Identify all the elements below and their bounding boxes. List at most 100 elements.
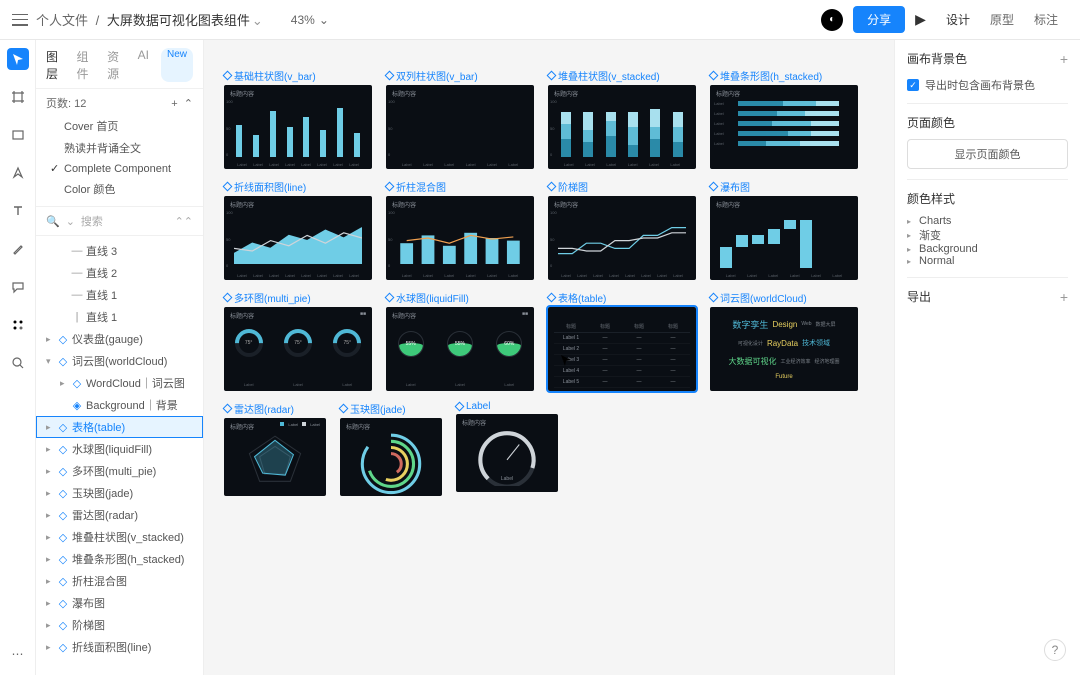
tree-item[interactable]: ▸◇堆叠条形图(h_stacked): [36, 548, 203, 570]
artboard-label[interactable]: 堆叠条形图(h_stacked): [710, 68, 858, 83]
tree-item[interactable]: ◈Background｜背景: [36, 394, 203, 416]
artboard-label[interactable]: 折柱混合图: [386, 179, 534, 194]
artboard[interactable]: 标题内容100500LabelLabelLabelLabelLabelLabel…: [224, 196, 372, 280]
tree-item[interactable]: ▸◇多环图(multi_pie): [36, 460, 203, 482]
page-item[interactable]: Color 颜色: [46, 178, 193, 200]
artboard[interactable]: 数字孪生DesignWeb数据大屏可视化设计RayData技术领域大数据可视化工…: [710, 307, 858, 391]
add-canvas-bg-icon[interactable]: +: [1060, 51, 1068, 67]
frame-tool-icon[interactable]: [7, 86, 29, 108]
artboard-label[interactable]: 词云图(worldCloud): [710, 290, 858, 305]
tree-item[interactable]: —直线 2: [36, 262, 203, 284]
tab-assets[interactable]: 资源: [107, 48, 126, 82]
artboard-wrap: 基础柱状图(v_bar) 标题内容100500LabelLabelLabelLab…: [224, 68, 372, 169]
breadcrumb-root[interactable]: 个人文件: [36, 13, 88, 28]
tree-item[interactable]: ▾◇词云图(worldCloud): [36, 350, 203, 372]
artboard[interactable]: 标题内容: [340, 418, 442, 496]
chevron-down-icon: ⌄: [319, 13, 329, 27]
tree-item[interactable]: ▸◇阶梯图: [36, 614, 203, 636]
move-tool-icon[interactable]: [7, 48, 29, 70]
tree-item[interactable]: ▸◇雷达图(radar): [36, 504, 203, 526]
left-panel-tabs: 图层 组件 资源 AI New: [36, 40, 203, 89]
share-button[interactable]: 分享: [853, 6, 905, 33]
artboard[interactable]: 标题标题标题标题Label 1———Label 2———Label 3———La…: [548, 307, 696, 391]
tree-item[interactable]: —直线 3: [36, 240, 203, 262]
style-item[interactable]: ▸Normal: [907, 255, 1068, 267]
page-item[interactable]: 熟读并背诵全文: [46, 137, 193, 159]
tree-item[interactable]: ▸◇折线面积图(line): [36, 636, 203, 658]
artboard[interactable]: 标题内容100500LabelLabelLabelLabelLabelLabel…: [548, 196, 696, 280]
style-item[interactable]: ▸Charts: [907, 215, 1068, 227]
tree-item[interactable]: ▸◇玉玦图(jade): [36, 482, 203, 504]
artboard[interactable]: 标题内容LabelLabelLabelLabelLabelLabel: [710, 196, 858, 280]
tree-item[interactable]: ▸◇仪表盘(gauge): [36, 328, 203, 350]
artboard-label[interactable]: 双列柱状图(v_bar): [386, 68, 534, 83]
tree-item[interactable]: ▸◇WordCloud｜词云图: [36, 372, 203, 394]
artboard[interactable]: 标题内容■■75°75°75°LabelLabelLabel: [224, 307, 372, 391]
add-page-icon[interactable]: +: [171, 98, 177, 110]
artboard-label[interactable]: 基础柱状图(v_bar): [224, 68, 372, 83]
artboard[interactable]: 标题内容Label: [456, 414, 558, 492]
text-tool-icon[interactable]: [7, 200, 29, 222]
add-export-icon[interactable]: +: [1060, 289, 1068, 305]
artboard-label[interactable]: 折线面积图(line): [224, 179, 372, 194]
tree-item[interactable]: |直线 1: [36, 306, 203, 328]
export-with-bg-checkbox[interactable]: ✓ 导出时包含画布背景色: [907, 77, 1068, 93]
artboard[interactable]: 标题内容100500LabelLabelLabelLabelLabelLabel: [548, 85, 696, 169]
artboard-label[interactable]: 堆叠柱状图(v_stacked): [548, 68, 696, 83]
artboard[interactable]: 标题内容100500LabelLabelLabelLabelLabelLabel…: [224, 85, 372, 169]
rectangle-tool-icon[interactable]: [7, 124, 29, 146]
artboard-label[interactable]: 水球图(liquidFill): [386, 290, 534, 305]
artboard[interactable]: 标题内容100500LabelLabelLabelLabelLabelLabel: [386, 85, 534, 169]
artboard-wrap: 雷达图(radar) 标题内容Label Label: [224, 401, 326, 496]
tree-item[interactable]: ▸◇折柱混合图: [36, 570, 203, 592]
artboard-label[interactable]: 瀑布图: [710, 179, 858, 194]
show-page-color-button[interactable]: 显示页面颜色: [907, 139, 1068, 169]
artboard-label[interactable]: 多环图(multi_pie): [224, 290, 372, 305]
pencil-tool-icon[interactable]: [7, 238, 29, 260]
tree-item[interactable]: ▸◇堆叠柱状图(v_stacked): [36, 526, 203, 548]
tree-item[interactable]: —直线 1: [36, 284, 203, 306]
mode-tab-design[interactable]: 设计: [936, 6, 980, 33]
tree-item[interactable]: ▸◇瀑布图: [36, 592, 203, 614]
mode-tab-annotate[interactable]: 标注: [1024, 6, 1068, 33]
ai-orb-icon[interactable]: ◐: [821, 9, 843, 31]
style-item[interactable]: ▸渐变: [907, 227, 1068, 243]
artboard-wrap: 堆叠柱状图(v_stacked) 标题内容100500LabelLabelLabe…: [548, 68, 696, 169]
tab-components[interactable]: 组件: [77, 48, 96, 82]
artboard-label[interactable]: 阶梯图: [548, 179, 696, 194]
breadcrumb[interactable]: 个人文件 / 大屏数据可视化图表组件⌄: [36, 10, 263, 29]
style-item[interactable]: ▸Background: [907, 243, 1068, 255]
artboard-label[interactable]: 玉玦图(jade): [340, 401, 442, 416]
canvas[interactable]: 基础柱状图(v_bar) 标题内容100500LabelLabelLabelLab…: [204, 40, 894, 675]
topbar: 个人文件 / 大屏数据可视化图表组件⌄ 43% ⌄ ◐ 分享 ▶ 设计 原型 标…: [0, 0, 1080, 40]
collapse-all-icon[interactable]: ⌃⌃: [175, 215, 193, 228]
zoom-control[interactable]: 43% ⌄: [291, 13, 329, 27]
artboard-label[interactable]: 雷达图(radar): [224, 401, 326, 416]
artboard[interactable]: 标题内容■■55%55%60%LabelLabelLabel: [386, 307, 534, 391]
artboard-label[interactable]: 表格(table): [548, 290, 696, 305]
layer-search[interactable]: 🔍 ⌄ 搜索 ⌃⌃: [36, 207, 203, 236]
artboard[interactable]: 标题内容Label Label: [224, 418, 326, 496]
breadcrumb-current[interactable]: 大屏数据可视化图表组件: [107, 13, 250, 28]
components-tool-icon[interactable]: [7, 314, 29, 336]
pen-tool-icon[interactable]: [7, 162, 29, 184]
tab-layers[interactable]: 图层: [46, 48, 65, 82]
artboard[interactable]: 标题内容LabelLabelLabelLabelLabel: [710, 85, 858, 169]
page-item[interactable]: ✓Complete Component: [46, 159, 193, 178]
mode-tab-prototype[interactable]: 原型: [980, 6, 1024, 33]
more-icon[interactable]: ⋯: [7, 643, 29, 665]
tree-item[interactable]: ▸◇表格(table): [36, 416, 203, 438]
tab-ai[interactable]: AI: [138, 48, 149, 82]
page-item[interactable]: Cover 首页: [46, 115, 193, 137]
comment-tool-icon[interactable]: [7, 276, 29, 298]
collapse-pages-icon[interactable]: ⌃: [184, 98, 193, 110]
search-tool-icon[interactable]: [7, 352, 29, 374]
play-icon[interactable]: ▶: [915, 11, 926, 28]
tab-new-badge[interactable]: New: [161, 48, 193, 82]
chevron-down-icon[interactable]: ⌄: [252, 13, 263, 28]
artboard[interactable]: 标题内容100500LabelLabelLabelLabelLabelLabel: [386, 196, 534, 280]
help-button[interactable]: ?: [1044, 639, 1066, 661]
tree-item[interactable]: ▸◇水球图(liquidFill): [36, 438, 203, 460]
artboard-label[interactable]: Label: [456, 401, 558, 412]
menu-icon[interactable]: [12, 14, 28, 26]
